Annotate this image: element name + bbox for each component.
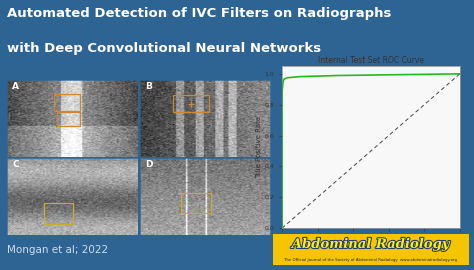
Text: with Deep Convolutional Neural Networks: with Deep Convolutional Neural Networks	[7, 42, 321, 55]
Text: D: D	[145, 160, 152, 169]
Title: Internal Test Set ROC Curve: Internal Test Set ROC Curve	[318, 56, 424, 65]
Text: Abdominal Radiology: Abdominal Radiology	[292, 238, 450, 251]
Text: The Official Journal of the Society of Abdominal Radiology  www.abdominalradiolo: The Official Journal of the Society of A…	[284, 258, 457, 262]
Bar	[54, 94, 80, 111]
Bar	[181, 193, 210, 213]
Y-axis label: True Positive Rate: True Positive Rate	[256, 116, 262, 178]
Text: B: B	[145, 82, 152, 91]
Text: C: C	[12, 160, 19, 169]
Bar	[173, 96, 209, 112]
Text: Abdominal Radiology: Abdominal Radiology	[292, 238, 450, 251]
Text: Automated Detection of IVC Filters on Radiographs: Automated Detection of IVC Filters on Ra…	[7, 7, 392, 20]
Text: A: A	[12, 82, 19, 91]
Bar	[44, 203, 73, 224]
Text: Mongan et al; 2022: Mongan et al; 2022	[7, 245, 108, 255]
Bar	[57, 112, 80, 126]
X-axis label: False Positive Rate: False Positive Rate	[338, 244, 403, 249]
